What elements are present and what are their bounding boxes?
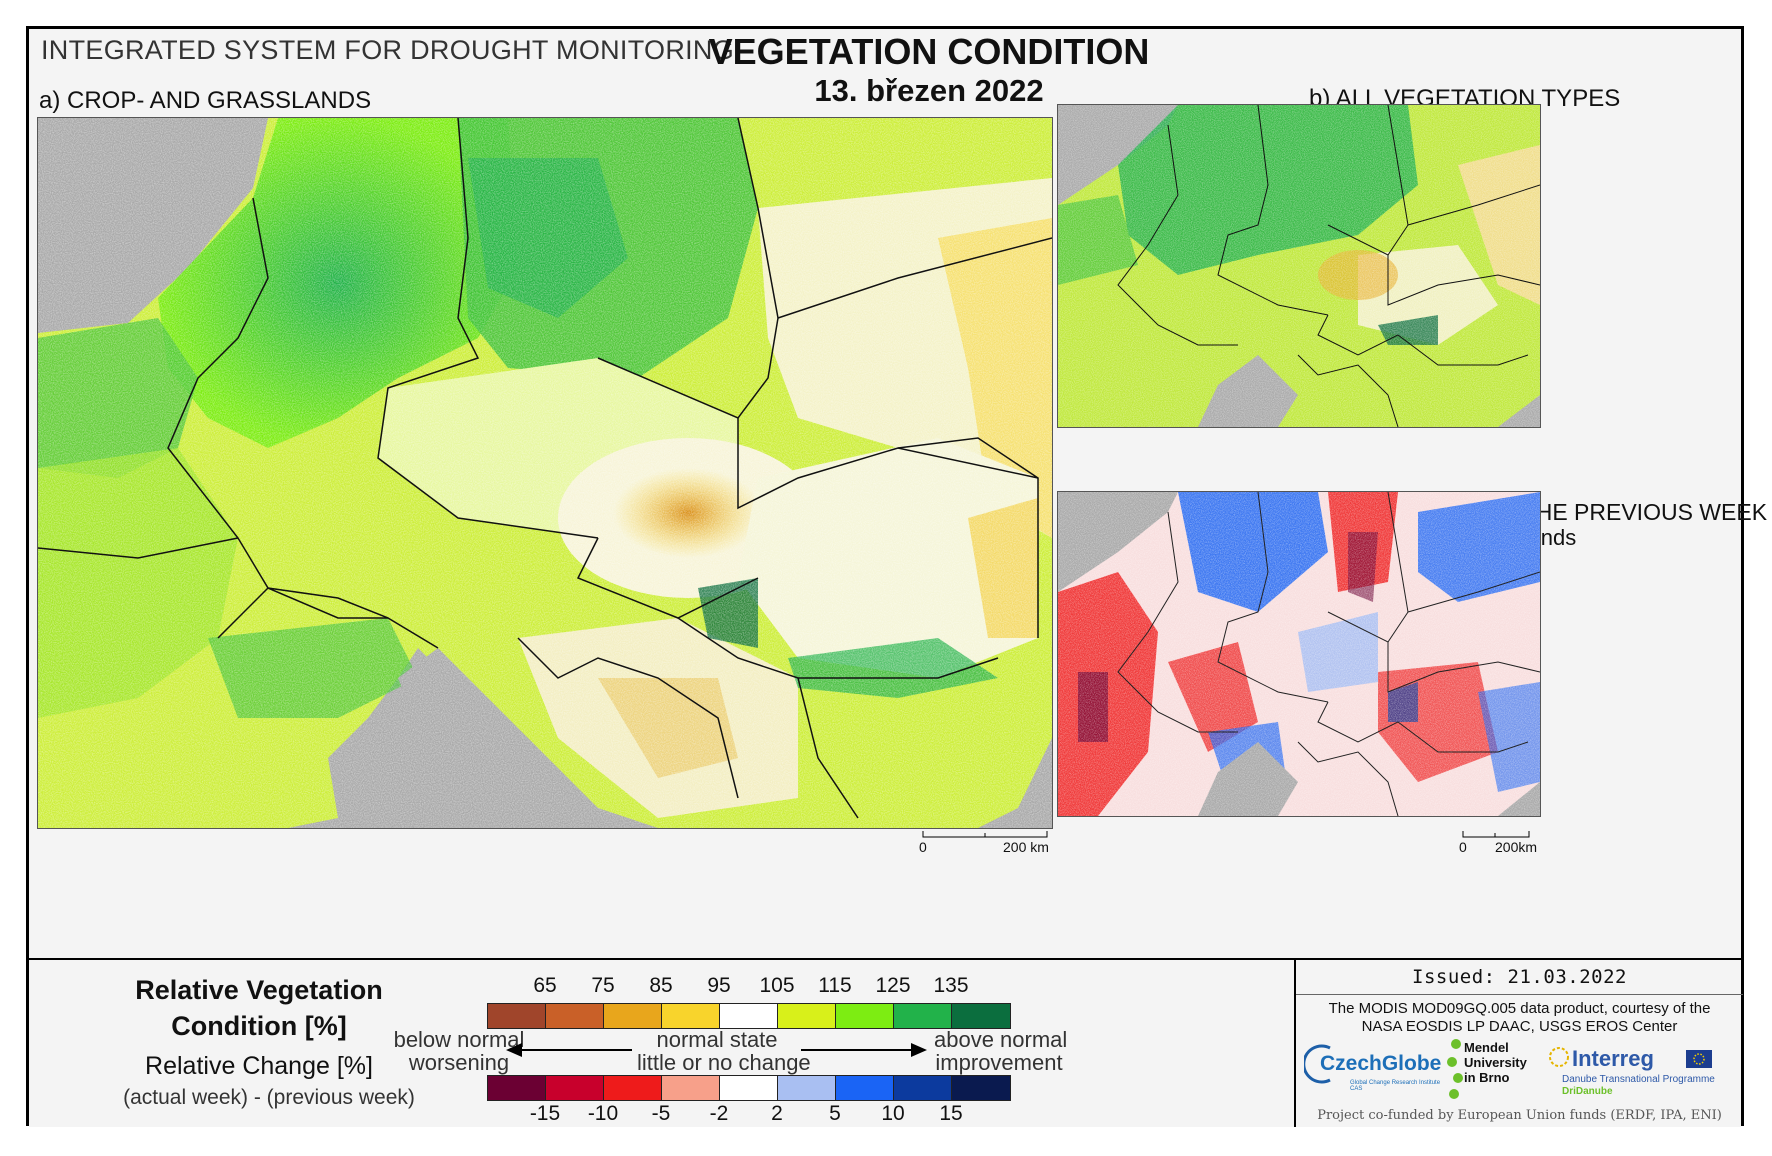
scalebar-main-dist: 200 km [1003, 839, 1049, 855]
rvc-swatch-5 [778, 1004, 836, 1028]
dridanube-text: DriDanube [1562, 1086, 1613, 1097]
rc-tick-label: 15 [939, 1102, 963, 1125]
issued-divider [1296, 994, 1743, 995]
rvc-tick-label: 75 [591, 974, 615, 997]
right-arrow-icon [801, 1043, 927, 1057]
rc-swatch-6 [836, 1076, 894, 1100]
rc-tick-label: -2 [709, 1102, 729, 1125]
eu-flag-icon [1686, 1050, 1712, 1068]
rvc-swatch-3 [662, 1004, 720, 1028]
data-credit: The MODIS MOD09GQ.005 data product, cour… [1328, 1000, 1711, 1035]
rc-tick-label: 10 [881, 1102, 905, 1125]
scalebar-main-zero: 0 [919, 839, 927, 855]
rc-tick-label: -10 [587, 1102, 619, 1125]
legend-below-normal: below normal worsening [389, 1028, 529, 1074]
map-date: 13. březen 2022 [814, 73, 1044, 108]
czechglobe-wordmark: CzechGlobe [1320, 1052, 1442, 1075]
normal-state-label: normal state [656, 1027, 778, 1052]
map-title: VEGETATION CONDITION [708, 31, 1150, 72]
rvc-swatch-8 [952, 1004, 1010, 1028]
rc-tick-label: 2 [771, 1102, 783, 1125]
rvc-colorbar [487, 1003, 1011, 1029]
rvc-swatch-7 [894, 1004, 952, 1028]
rvc-tick-label: 105 [759, 974, 795, 997]
scalebar-main: 0 200 km [919, 829, 1059, 855]
rvc-swatch-6 [836, 1004, 894, 1028]
below-normal-label: below normal [393, 1027, 525, 1052]
system-name: INTEGRATED SYSTEM FOR DROUGHT MONITORING [41, 35, 735, 65]
rc-colorbar [487, 1075, 1011, 1101]
rc-swatch-0 [488, 1076, 546, 1100]
scalebar-small-b: 0 200km [1459, 829, 1539, 855]
mendel-wordmark: Mendel University in Brno [1464, 1040, 1527, 1085]
legend-rc-title: Relative Change [%] [145, 1052, 373, 1080]
mendel-logo: Mendel University in Brno [1446, 1036, 1556, 1102]
rvc-tick-label: 65 [533, 974, 557, 997]
rvc-tick-label: 115 [818, 974, 852, 997]
interreg-logo: Interreg Danube Transnational Programme … [1546, 1044, 1736, 1104]
czechglobe-logo: CzechGlobe Global Change Research Instit… [1304, 1044, 1454, 1098]
rc-swatch-8 [952, 1076, 1010, 1100]
rvc-swatch-0 [488, 1004, 546, 1028]
little-change-label: little or no change [637, 1050, 811, 1075]
panel-a-label: a) CROP- AND GRASSLANDS [39, 87, 372, 114]
improvement-label: improvement [935, 1050, 1063, 1075]
rc-swatch-1 [546, 1076, 604, 1100]
interreg-wordmark: Interreg [1572, 1046, 1654, 1071]
scalebar-small-zero: 0 [1459, 839, 1467, 855]
rvc-swatch-1 [546, 1004, 604, 1028]
map-crop-grasslands [37, 117, 1053, 829]
rc-swatch-2 [604, 1076, 662, 1100]
rc-swatch-5 [778, 1076, 836, 1100]
worsening-label: worsening [408, 1050, 510, 1075]
left-arrow-icon [506, 1043, 632, 1057]
rvc-tick-label: 95 [707, 974, 731, 997]
rc-tick-label: -15 [529, 1102, 561, 1125]
rc-swatch-3 [662, 1076, 720, 1100]
rc-swatch-4 [720, 1076, 778, 1100]
rvc-tick-label: 85 [649, 974, 673, 997]
info-box: Issued: 21.03.2022 The MODIS MOD09GQ.005… [1294, 960, 1743, 1127]
rc-tick-label: 5 [829, 1102, 841, 1125]
issued-date: Issued: 21.03.2022 [1412, 966, 1627, 988]
map-all-vegetation [1057, 104, 1541, 428]
rc-tick-label: -5 [651, 1102, 671, 1125]
legend-normal-state: normal state little or no change [637, 1027, 811, 1075]
rvc-tick-label: 125 [875, 974, 911, 997]
figure-frame: INTEGRATED SYSTEM FOR DROUGHT MONITORING… [26, 26, 1767, 1127]
rvc-tick-label: 135 [933, 974, 969, 997]
rc-swatch-7 [894, 1076, 952, 1100]
legend-area: Relative Vegetation Condition [%] Relati… [29, 958, 1743, 1127]
above-normal-label: above normal [934, 1027, 1068, 1052]
legend-rc-subtitle: (actual week) - (previous week) [123, 1086, 415, 1109]
legend-rvc-title: Relative Vegetation Condition [%] [135, 975, 383, 1041]
interreg-subtext: Danube Transnational Programme [1562, 1074, 1715, 1085]
map-weekly-change [1057, 491, 1541, 817]
rvc-swatch-2 [604, 1004, 662, 1028]
legend-above-normal: above normal improvement [934, 1027, 1068, 1075]
scalebar-small-dist: 200km [1495, 839, 1538, 855]
rvc-swatch-4 [720, 1004, 778, 1028]
cofunding-note: Project co-funded by European Union fund… [1317, 1108, 1722, 1123]
czechglobe-subtext: Global Change Research Institute CAS [1350, 1080, 1441, 1092]
